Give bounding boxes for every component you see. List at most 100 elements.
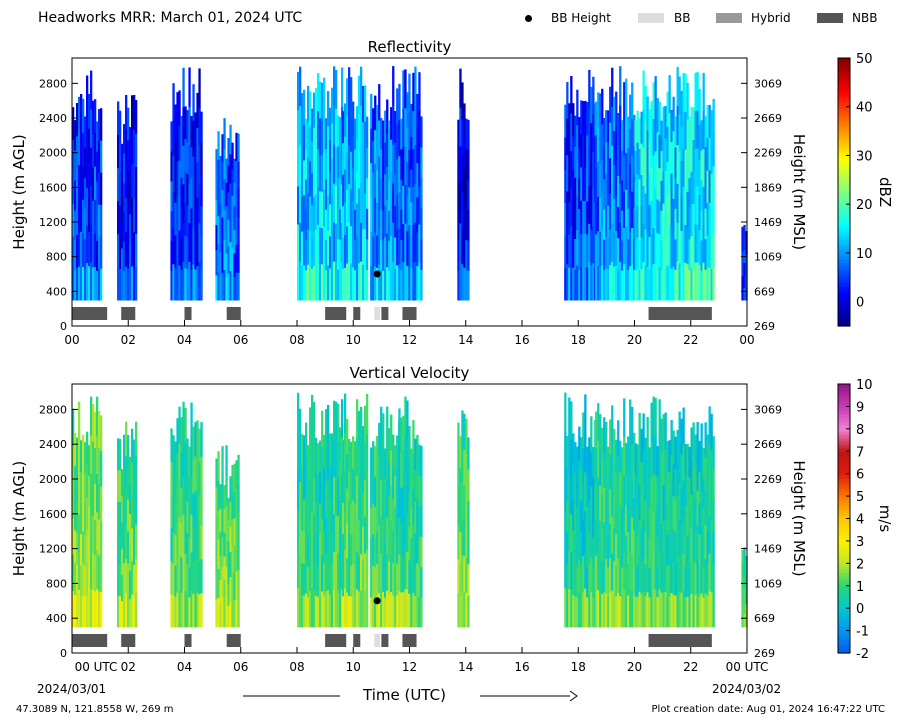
legend-label: BB: [674, 11, 691, 25]
y-tick-right-label: 2669: [754, 438, 782, 451]
colorbar-tick-label: 0: [856, 296, 864, 311]
colorbar-tick-label: 6: [856, 468, 864, 483]
x-tick-label: 18: [571, 660, 586, 674]
band-bb: [374, 307, 380, 320]
y-tick-right-label: 269: [754, 320, 775, 333]
x-tick-label: 00: [739, 333, 754, 347]
legend-label: Hybrid: [751, 11, 791, 25]
band-nbb: [325, 634, 347, 647]
y-tick-right-label: 269: [754, 647, 775, 660]
bb-height-point: [373, 597, 381, 605]
end-date: 2024/03/02: [712, 682, 782, 696]
band-nbb: [353, 634, 361, 647]
band-nbb: [381, 634, 389, 647]
band-nbb: [72, 307, 108, 320]
y-tick-right-label: 1469: [754, 216, 782, 229]
x-tick-label: 04: [177, 660, 192, 674]
band-nbb: [325, 307, 347, 320]
colorbar-tick-label: 2: [856, 557, 864, 572]
y-tick-right-label: 669: [754, 612, 775, 625]
y-tick-right-label: 3069: [754, 403, 782, 416]
x-tick-label: 06: [233, 660, 248, 674]
x-tick-label: 22: [683, 333, 698, 347]
creation-date: Plot creation date: Aug 01, 2024 16:47:2…: [651, 704, 885, 715]
colorbar-tick-label: -2: [856, 647, 869, 662]
legend-swatch-nbb: [817, 13, 843, 23]
x-tick-label: 10: [346, 660, 361, 674]
y-tick-right-label: 1069: [754, 251, 782, 264]
colorbar-label: m/s: [876, 505, 894, 533]
y-axis-right-label: Height (m MSL): [790, 460, 808, 576]
band-nbb: [402, 634, 417, 647]
x-tick-label: 00 UTC: [75, 660, 118, 674]
legend-swatch-hybrid: [716, 13, 742, 23]
x-tick-label: 08: [289, 660, 304, 674]
y-tick-label: 2000: [39, 473, 67, 486]
x-tick-label: 02: [121, 333, 136, 347]
y-tick-label: 2800: [39, 77, 67, 90]
y-tick-right-label: 3069: [754, 77, 782, 90]
y-tick-label: 0: [60, 320, 67, 333]
colorbar-tick-label: 10: [856, 378, 873, 393]
band-nbb: [648, 634, 712, 647]
y-axis-right-label: Height (m MSL): [790, 134, 808, 250]
colorbar-tick-label: 7: [856, 445, 864, 460]
y-axis-label: Height (m AGL): [10, 134, 28, 249]
x-tick-label: 20: [627, 660, 642, 674]
x-tick-label: 00: [64, 333, 79, 347]
y-tick-right-label: 1469: [754, 543, 782, 556]
colorbar-tick-label: 4: [856, 513, 864, 528]
colorbar-tick-label: 5: [856, 490, 864, 505]
y-tick-label: 2400: [39, 112, 67, 125]
colorbar-tick-label: 10: [856, 247, 873, 262]
colorbar-tick-label: 40: [856, 101, 873, 116]
x-tick-label: 04: [177, 333, 192, 347]
legend-swatch-bb: [638, 13, 664, 23]
colorbar-tick-label: 50: [856, 52, 873, 67]
y-tick-label: 800: [46, 577, 67, 590]
x-tick-label: 20: [627, 333, 642, 347]
colorbar-tick-label: 30: [856, 149, 873, 164]
legend-swatch-bb-height: [525, 15, 532, 22]
band-nbb: [72, 634, 108, 647]
colorbar-tick-label: 1: [856, 580, 864, 595]
x-tick-label: 06: [233, 333, 248, 347]
band-bb: [374, 634, 380, 647]
page-title: Headworks MRR: March 01, 2024 UTC: [38, 10, 303, 26]
x-tick-label: 00 UTC: [726, 660, 769, 674]
y-tick-label: 0: [60, 647, 67, 660]
echo-field: [72, 392, 748, 628]
y-tick-right-label: 1069: [754, 577, 782, 590]
band-nbb: [381, 307, 389, 320]
band-nbb: [226, 634, 241, 647]
y-tick-label: 800: [46, 251, 67, 264]
colorbar-tick-label: 8: [856, 423, 864, 438]
x-tick-label: 02: [121, 660, 136, 674]
legend-label: BB Height: [551, 11, 611, 25]
x-tick-label: 08: [289, 333, 304, 347]
y-tick-label: 1600: [39, 181, 67, 194]
colorbar-tick-label: -1: [856, 625, 869, 640]
x-tick-label: 18: [571, 333, 586, 347]
x-tick-label: 14: [458, 333, 473, 347]
x-tick-label: 12: [402, 333, 417, 347]
y-tick-right-label: 1869: [754, 181, 782, 194]
y-tick-right-label: 2669: [754, 112, 782, 125]
colorbar-tick-label: 3: [856, 535, 864, 550]
band-nbb: [184, 634, 192, 647]
y-tick-label: 400: [46, 285, 67, 298]
y-tick-label: 400: [46, 612, 67, 625]
x-tick-label: 16: [514, 660, 529, 674]
y-tick-right-label: 2269: [754, 147, 782, 160]
start-date: 2024/03/01: [37, 682, 107, 696]
y-tick-label: 1200: [39, 216, 67, 229]
colorbar-tick-label: 0: [856, 602, 864, 617]
echo-field: [72, 66, 748, 301]
colorbar-tick-label: 20: [856, 198, 873, 213]
band-nbb: [184, 307, 192, 320]
colorbar: [837, 57, 851, 327]
colorbar-label: dBZ: [876, 177, 894, 207]
y-tick-right-label: 669: [754, 285, 775, 298]
y-tick-right-label: 1869: [754, 508, 782, 521]
